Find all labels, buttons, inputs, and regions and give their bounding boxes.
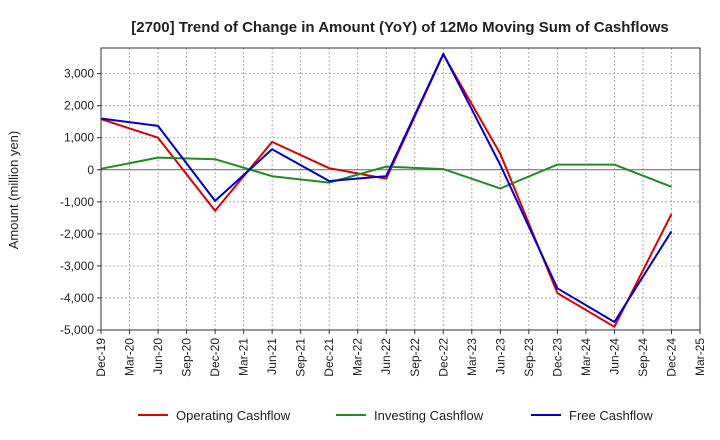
y-tick-label: 3,000 (64, 67, 94, 81)
x-tick-label: Sep-24 (636, 338, 650, 377)
y-tick-label: -3,000 (60, 259, 94, 273)
chart-title: [2700] Trend of Change in Amount (YoY) o… (131, 19, 669, 36)
x-tick-label: Jun-21 (265, 338, 279, 375)
series-lines (100, 52, 673, 328)
legend-label-investing-cashflow: Investing Cashflow (374, 408, 484, 423)
x-tick-label: Dec-24 (664, 338, 678, 377)
y-tick-label: -1,000 (60, 195, 94, 209)
y-tick-label: -5,000 (60, 323, 94, 337)
legend-label-free-cashflow: Free Cashflow (569, 408, 653, 423)
x-tick-label: Jun-22 (379, 338, 393, 375)
grid-lines (101, 48, 700, 331)
y-tick-label: 1,000 (64, 131, 94, 145)
legend: Operating Cashflow Investing Cashflow Free… (138, 408, 653, 423)
y-axis-ticks: 3,000 2,000 1,000 0 -1,000 -2,000 -3,000 -4,000… (60, 67, 101, 337)
y-tick-label: 2,000 (64, 99, 94, 113)
x-tick-label: Dec-23 (550, 338, 564, 377)
x-tick-label: Jun-20 (151, 338, 165, 375)
x-tick-label: Dec-20 (208, 338, 222, 377)
x-tick-label: Dec-22 (436, 338, 450, 377)
x-tick-label: Mar-20 (123, 338, 137, 376)
y-axis-title: Amount (million yen) (6, 131, 21, 250)
y-tick-label: -2,000 (60, 227, 94, 241)
x-tick-label: Sep-22 (408, 338, 422, 377)
y-tick-label: 0 (87, 163, 94, 177)
x-tick-label: Mar-25 (693, 338, 707, 376)
x-tick-label: Mar-23 (465, 338, 479, 376)
x-tick-label: Mar-21 (237, 338, 251, 376)
plot-area-frame (100, 47, 701, 331)
x-tick-label: Jun-24 (607, 338, 621, 375)
y-tick-label: -4,000 (60, 291, 94, 305)
x-tick-label: Dec-19 (94, 338, 108, 377)
x-tick-label: Sep-23 (522, 338, 536, 377)
x-tick-label: Sep-20 (180, 338, 194, 377)
series-line-free-cashflow (100, 52, 673, 323)
x-axis-ticks: Dec-19 Mar-20 Jun-20 Sep-20 Dec-20 Mar-21 Jun-… (94, 330, 707, 377)
x-tick-label: Jun-23 (493, 338, 507, 375)
x-tick-label: Sep-21 (294, 338, 308, 377)
legend-label-operating-cashflow: Operating Cashflow (176, 408, 291, 423)
series-line-investing-cashflow (100, 156, 672, 190)
x-tick-label: Mar-22 (351, 338, 365, 376)
x-tick-label: Dec-21 (322, 338, 336, 377)
series-line-operating-cashflow (100, 53, 673, 328)
x-tick-label: Mar-24 (579, 338, 593, 376)
